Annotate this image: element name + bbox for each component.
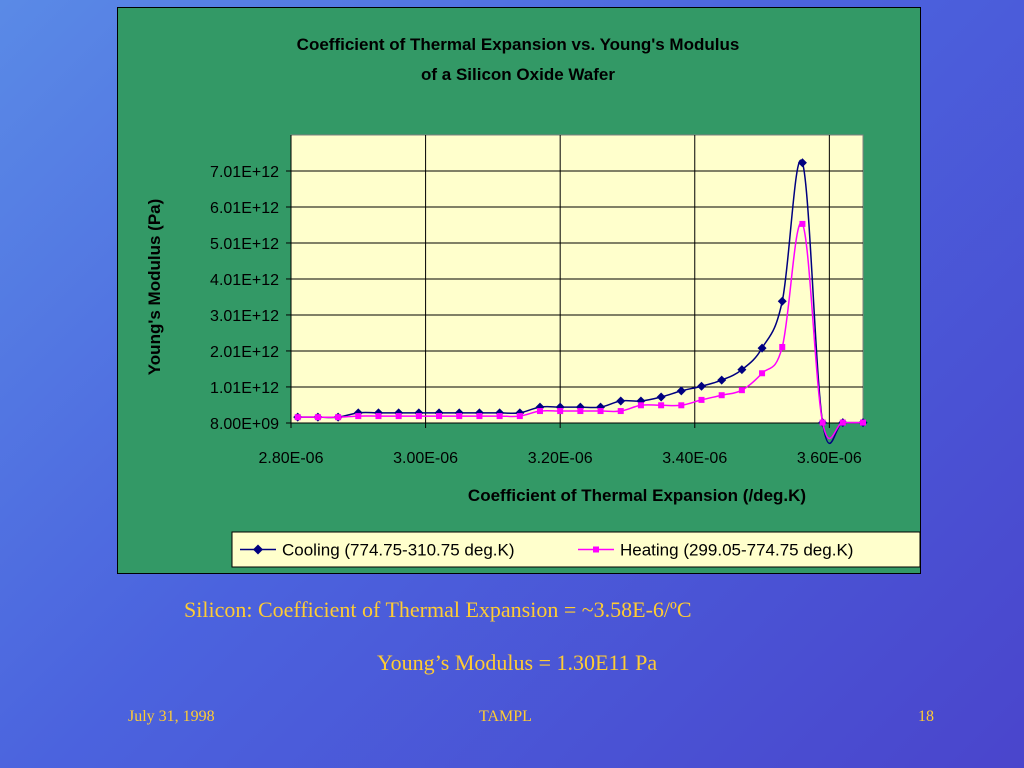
chart-subtitle: of a Silicon Oxide Wafer bbox=[421, 65, 615, 84]
chart-svg: Coefficient of Thermal Expansion vs. You… bbox=[145, 35, 920, 568]
data-point-cooling bbox=[616, 396, 626, 406]
data-point-heating bbox=[617, 408, 624, 415]
data-point-heating bbox=[738, 387, 745, 394]
data-point-heating bbox=[375, 413, 382, 420]
data-point-heating bbox=[496, 413, 503, 420]
caption-cte: Silicon: Coefficient of Thermal Expansio… bbox=[184, 597, 692, 622]
x-tick-label: 3.40E-06 bbox=[662, 450, 727, 467]
data-point-cooling bbox=[717, 375, 727, 385]
y-tick-label: 1.01E+12 bbox=[210, 380, 279, 397]
y-tick-label: 3.01E+12 bbox=[210, 308, 279, 325]
data-point-cooling bbox=[676, 386, 686, 396]
data-point-heating bbox=[314, 414, 321, 421]
data-point-heating bbox=[759, 370, 766, 377]
data-point-heating bbox=[355, 413, 362, 420]
data-point-heating bbox=[536, 408, 543, 415]
data-point-cooling bbox=[656, 392, 666, 402]
legend-label-cooling: Cooling (774.75-310.75 deg.K) bbox=[282, 541, 515, 560]
footer-page-number: 18 bbox=[918, 708, 934, 725]
caption-youngs-modulus: Young’s Modulus = 1.30E11 Pa bbox=[377, 650, 658, 675]
legend-box bbox=[231, 531, 920, 568]
legend-label-heating: Heating (299.05-774.75 deg.K) bbox=[620, 541, 853, 560]
y-tick-label: 4.01E+12 bbox=[210, 272, 279, 289]
data-point-heating bbox=[436, 413, 443, 420]
data-point-cooling bbox=[797, 158, 807, 168]
x-tick-label: 3.20E-06 bbox=[528, 450, 593, 467]
footer-center: TAMPL bbox=[479, 708, 532, 725]
data-point-heating bbox=[718, 392, 725, 399]
data-point-heating bbox=[839, 419, 846, 426]
chart-area: Coefficient of Thermal Expansion vs. You… bbox=[117, 7, 921, 574]
data-point-heating bbox=[819, 419, 826, 426]
x-tick-label: 3.60E-06 bbox=[797, 450, 862, 467]
data-point-cooling bbox=[696, 381, 706, 391]
data-point-heating bbox=[456, 413, 463, 420]
footer-date: July 31, 1998 bbox=[128, 708, 215, 725]
chart-title: Coefficient of Thermal Expansion vs. You… bbox=[297, 35, 740, 54]
data-point-heating bbox=[415, 413, 422, 420]
data-point-heating bbox=[637, 402, 644, 409]
data-point-heating bbox=[698, 396, 705, 403]
x-tick-label: 3.00E-06 bbox=[393, 450, 458, 467]
data-point-heating bbox=[860, 419, 866, 426]
data-point-cooling bbox=[757, 343, 767, 353]
y-tick-label: 7.01E+12 bbox=[210, 164, 279, 181]
data-point-cooling bbox=[737, 365, 747, 375]
data-point-heating bbox=[395, 413, 402, 420]
data-point-heating bbox=[678, 402, 685, 409]
y-tick-label: 8.00E+09 bbox=[210, 416, 279, 433]
data-point-heating bbox=[476, 413, 483, 420]
x-tick-label: 2.80E-06 bbox=[259, 450, 324, 467]
data-point-heating bbox=[658, 402, 665, 409]
data-point-heating bbox=[577, 408, 584, 415]
y-tick-label: 5.01E+12 bbox=[210, 236, 279, 253]
y-tick-label: 2.01E+12 bbox=[210, 344, 279, 361]
data-point-heating bbox=[799, 220, 806, 227]
data-point-heating bbox=[779, 343, 786, 350]
legend-marker-cooling bbox=[253, 544, 263, 555]
data-point-heating bbox=[294, 414, 301, 421]
data-point-cooling bbox=[777, 296, 787, 306]
data-point-heating bbox=[597, 408, 604, 415]
y-axis-title: Young's Modulus (Pa) bbox=[145, 199, 164, 376]
data-point-heating bbox=[516, 413, 523, 420]
x-axis-title: Coefficient of Thermal Expansion (/deg.K… bbox=[468, 486, 806, 505]
data-point-heating bbox=[557, 408, 564, 415]
legend-marker-heating bbox=[593, 546, 599, 553]
y-tick-label: 6.01E+12 bbox=[210, 200, 279, 217]
data-point-heating bbox=[335, 414, 342, 421]
